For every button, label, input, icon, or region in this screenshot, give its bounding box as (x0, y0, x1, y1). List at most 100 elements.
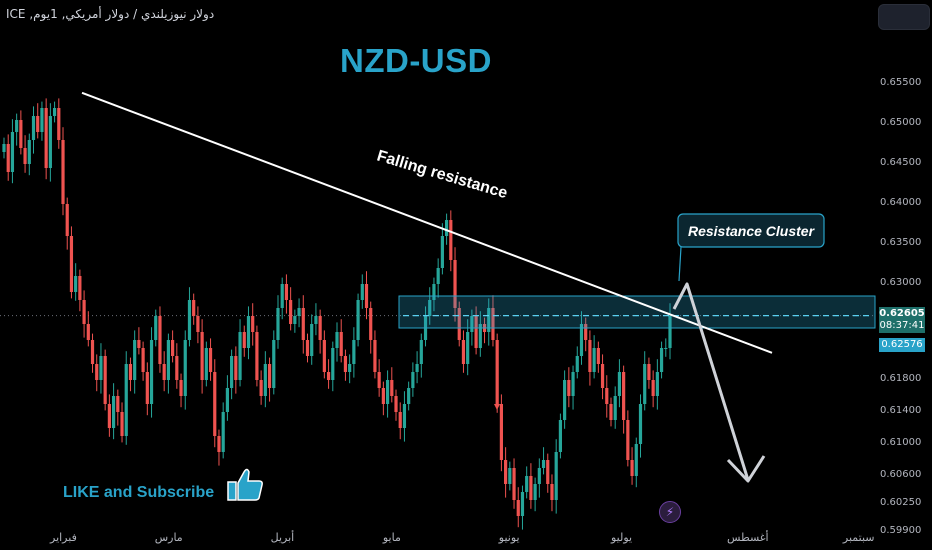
candle-body (90, 340, 95, 364)
x-tick-label: أغسطس (726, 531, 769, 544)
candle-body (192, 300, 196, 316)
candle-body (171, 340, 175, 356)
y-tick-label: 0.65500 (880, 77, 922, 88)
candle-body (575, 356, 579, 372)
toolbar-button[interactable] (878, 4, 930, 30)
x-tick-label: أبريل (270, 531, 295, 544)
candle-body (263, 364, 267, 396)
candle-body (137, 340, 141, 348)
candle-body (322, 340, 326, 372)
candle-body (179, 380, 183, 396)
candle-body (499, 404, 503, 460)
candle-body (567, 380, 571, 396)
candle-body (520, 492, 525, 516)
candle-body (284, 284, 289, 300)
candle-body (655, 372, 659, 396)
candle-body (242, 332, 246, 348)
last-price-value: 0.62605 (879, 307, 925, 319)
candle-body (246, 316, 251, 348)
candle-body (428, 300, 432, 316)
candle-body (356, 300, 360, 340)
candle-body (466, 332, 470, 364)
x-tick-label: فبراير (50, 531, 77, 544)
candle-body (267, 364, 272, 388)
candle-body (251, 316, 255, 332)
candle-body (390, 380, 394, 396)
like-subscribe-text: LIKE and Subscribe (63, 484, 215, 501)
candle-body (133, 340, 137, 380)
zone-label-pointer (678, 246, 682, 282)
candle-body (259, 380, 263, 396)
candle-body (301, 308, 305, 340)
resistance-zone (398, 295, 876, 329)
candle-body (78, 276, 82, 300)
candle-body (335, 332, 339, 348)
y-tick-label: 0.61800 (880, 373, 922, 384)
candle-body (364, 284, 369, 308)
candle-body (154, 316, 158, 340)
candle-body (15, 120, 19, 132)
candle-body (474, 316, 478, 348)
candle-body (289, 300, 293, 324)
candle-body (457, 308, 461, 340)
candle-body (470, 316, 474, 332)
y-tick-label: 0.63500 (880, 237, 922, 248)
candle-body (107, 404, 111, 428)
candle-body (183, 340, 187, 396)
candle-body (398, 412, 402, 428)
candle-body (280, 284, 284, 308)
candle-body (352, 340, 356, 364)
y-tick-label: 0.64000 (880, 197, 922, 208)
candle-body (626, 420, 630, 460)
candle-body (141, 348, 145, 372)
candle-body (508, 468, 512, 484)
candle-body (407, 388, 411, 404)
candle-body (571, 372, 575, 396)
x-tick-label: مارس (154, 531, 183, 544)
candle-body (588, 340, 592, 372)
x-tick-label: سبتمبر (842, 531, 875, 544)
y-tick-label: 0.60600 (880, 469, 922, 480)
candle-body (221, 412, 225, 452)
candle-body (436, 268, 440, 284)
candle-body (600, 364, 605, 388)
candle-body (82, 300, 86, 324)
candle-body (238, 332, 242, 380)
candle-body (111, 396, 116, 428)
candle-body (381, 388, 385, 404)
candle-body (617, 372, 622, 396)
candle-body (124, 364, 128, 436)
lightning-icon[interactable]: ⚡ (659, 501, 681, 523)
candle-body (440, 236, 444, 268)
candle-body (605, 388, 609, 404)
candle-body (103, 356, 107, 404)
candle-body (579, 324, 584, 356)
candle-body (478, 324, 482, 348)
y-tick-label: 0.63000 (880, 277, 922, 288)
candle-body (145, 372, 149, 404)
candle-body (504, 460, 508, 484)
candle-body (453, 260, 457, 308)
candle-body (48, 116, 52, 168)
candle-body (276, 308, 280, 340)
last-price-tag: 0.62605 08:37:41 (879, 306, 925, 333)
candle-body (120, 412, 124, 436)
candle-body (213, 372, 217, 436)
candle-body (385, 380, 390, 404)
x-tick-label: يونيو (498, 531, 520, 544)
y-tick-label: 0.61400 (880, 405, 922, 416)
candle-body (158, 316, 162, 364)
candle-body (44, 108, 48, 168)
candle-body (326, 372, 331, 380)
candle-body (6, 144, 10, 172)
candle-body (411, 372, 415, 388)
candle-body (491, 308, 495, 340)
candle-body (495, 340, 499, 404)
candle-body (402, 404, 407, 428)
candle-body (116, 396, 120, 412)
candle-body (609, 404, 613, 420)
candle-body (305, 340, 310, 356)
candle-body (541, 460, 546, 468)
